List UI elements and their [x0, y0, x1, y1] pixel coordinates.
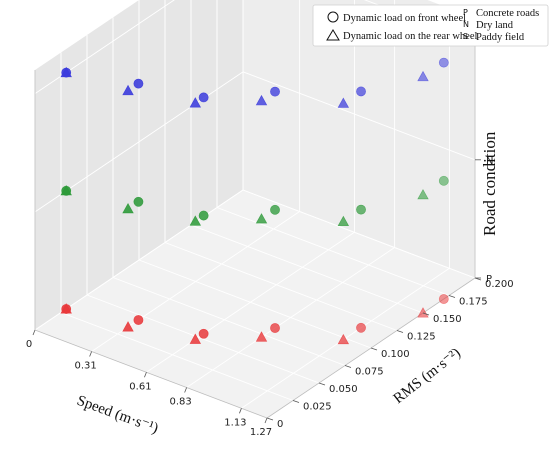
data-point-rear-wheel [189, 333, 202, 344]
data-point-front-wheel [270, 204, 280, 215]
data-point-rear-wheel [60, 66, 72, 78]
data-point-rear-wheel [417, 70, 429, 82]
legend-road-dry: Dry land [476, 20, 514, 31]
x-tick-mark [239, 408, 242, 414]
legend-front-wheel: Dynamic load on front wheel [343, 13, 466, 24]
legend-rear-wheel: Dynamic load on the rear wheel [343, 31, 477, 42]
data-point-rear-wheel [337, 215, 350, 226]
x-tick-label: 0.31 [74, 360, 96, 371]
legend: Dynamic load on front wheel Dynamic load… [312, 4, 549, 47]
data-point-rear-wheel [417, 189, 429, 200]
y-tick-mark [344, 365, 352, 368]
legend-frame [312, 4, 549, 47]
grid-line-y-floor [112, 277, 346, 366]
x-axis-label: Speed (m·s⁻¹) [75, 393, 161, 437]
data-point-rear-wheel [122, 84, 134, 96]
y-tick-label: 0.200 [485, 279, 514, 290]
x-tick-label: 0.61 [129, 381, 151, 392]
data-point-front-wheel [198, 210, 209, 221]
y-tick-mark [448, 295, 456, 298]
tick-labels: 0 0.31 0.61 0.83 1.13 1.27 0 0.025 0.050 0.075 0.1… [26, 38, 514, 438]
data-point-front-wheel [270, 323, 280, 333]
grid-line-y-floor [86, 294, 320, 384]
data-point-rear-wheel [255, 331, 268, 342]
data-point-rear-wheel [337, 97, 350, 108]
x-tick-mark [184, 387, 187, 393]
axis-edge [34, 329, 268, 419]
data-point-front-wheel [438, 294, 449, 304]
z-tick-label: P [486, 274, 492, 285]
data-point-front-wheel [356, 322, 366, 333]
x-tick-mark [32, 329, 36, 336]
y-tick-mark [292, 400, 300, 403]
y-tick-label: 0 [277, 419, 283, 430]
x-tick-mark [264, 417, 268, 424]
data-point-front-wheel [133, 315, 144, 325]
y-tick-mark [396, 330, 404, 333]
y-tick-label: 0.050 [329, 384, 358, 395]
data-point-front-wheel [356, 204, 366, 215]
y-tick-label: 0.100 [381, 349, 410, 360]
data-point-rear-wheel [122, 321, 134, 332]
z-axis-label: Road condition [480, 131, 499, 236]
data-point-rear-wheel [255, 213, 268, 224]
legend-road-code-s: S [463, 32, 468, 41]
y-tick-mark [370, 347, 378, 351]
grid-line-y-floor [216, 207, 450, 296]
grid-line-y-floor [190, 224, 424, 314]
data-point-front-wheel [198, 328, 209, 339]
legend-road-paddy: Paddy field [476, 32, 525, 43]
data-point-rear-wheel [189, 215, 202, 226]
x-tick-mark [89, 351, 93, 357]
y-tick-mark [318, 382, 326, 386]
grid-line-y-floor [60, 312, 294, 401]
data-point-rear-wheel [189, 97, 202, 108]
data-point-rear-wheel [255, 94, 268, 106]
legend-triangle-marker [326, 29, 340, 41]
grid-line-z-back [242, 189, 476, 279]
y-tick-label: 0.075 [355, 367, 384, 378]
x-tick-label: 1.27 [250, 427, 272, 438]
legend-circle-marker [327, 11, 339, 23]
grid-line-y-floor [164, 242, 398, 331]
y-tick-mark [422, 312, 430, 316]
y-tick-mark [266, 417, 274, 421]
data-point-rear-wheel [337, 333, 350, 345]
data-point-rear-wheel [122, 202, 134, 214]
data-point-rear-wheel [60, 303, 72, 314]
data-point-front-wheel [356, 86, 366, 97]
legend-road-code-p: P [463, 8, 468, 17]
grid-line-y-floor [138, 259, 372, 349]
data-point-front-wheel [133, 78, 144, 89]
data-point-rear-wheel [60, 185, 72, 196]
y-tick-label: 0.150 [433, 314, 462, 325]
grid-line-z-back [242, 71, 476, 161]
y-tick-label: 0.025 [303, 402, 332, 413]
back-pane [243, 0, 475, 278]
data-marks [60, 57, 449, 345]
legend-road-code-n: N [463, 20, 469, 29]
legend-road-concrete: Concrete roads [476, 8, 539, 19]
data-point-front-wheel [438, 175, 449, 186]
z-tick-label: N [486, 156, 493, 167]
data-point-front-wheel [133, 196, 144, 207]
x-tick-mark [144, 372, 147, 378]
data-point-front-wheel [270, 86, 280, 97]
data-point-rear-wheel [417, 307, 429, 318]
x-tick-label: 0.83 [169, 397, 191, 408]
x-tick-label: 0 [26, 339, 32, 350]
y-tick-label: 0.125 [407, 332, 436, 343]
x-tick-label: 1.13 [224, 417, 246, 428]
data-point-front-wheel [438, 57, 449, 68]
data-point-front-wheel [198, 92, 209, 103]
y-tick-label: 0.175 [459, 297, 488, 308]
